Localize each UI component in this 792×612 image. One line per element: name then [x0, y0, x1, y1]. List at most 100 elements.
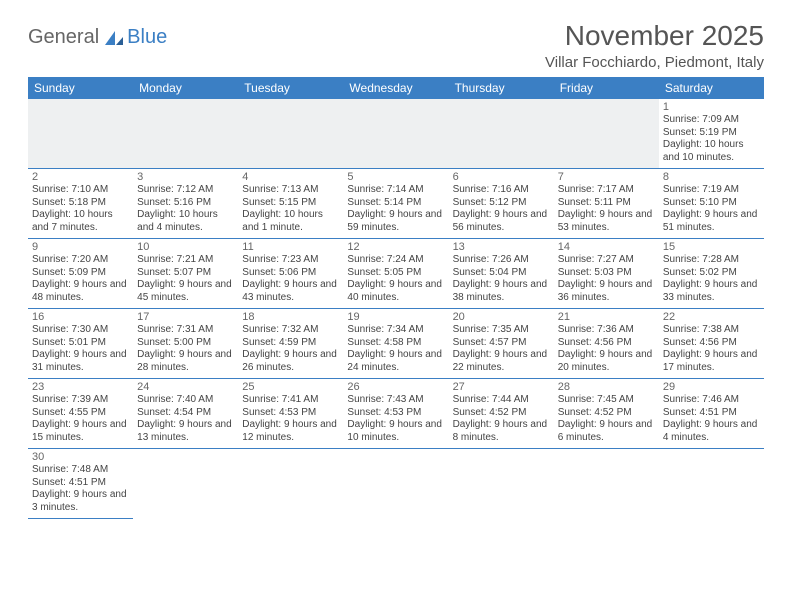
- day-sunrise: Sunrise: 7:26 AM: [453, 254, 550, 267]
- day-daylight: Daylight: 9 hours and 12 minutes.: [242, 419, 339, 444]
- day-daylight: Daylight: 9 hours and 3 minutes.: [32, 489, 129, 514]
- day-sunrise: Sunrise: 7:09 AM: [663, 114, 760, 127]
- day-sunrise: Sunrise: 7:20 AM: [32, 254, 129, 267]
- day-sunset: Sunset: 4:51 PM: [32, 477, 129, 490]
- title-block: November 2025 Villar Focchiardo, Piedmon…: [545, 20, 764, 71]
- day-sunrise: Sunrise: 7:24 AM: [347, 254, 444, 267]
- day-daylight: Daylight: 9 hours and 38 minutes.: [453, 279, 550, 304]
- day-sunset: Sunset: 5:09 PM: [32, 267, 129, 280]
- day-number: 15: [663, 241, 760, 253]
- day-number: 21: [558, 311, 655, 323]
- day-number: 13: [453, 241, 550, 253]
- weekday-header: Saturday: [659, 77, 764, 99]
- day-sunset: Sunset: 4:56 PM: [558, 337, 655, 350]
- empty-cell: [28, 99, 133, 169]
- day-cell: 17Sunrise: 7:31 AMSunset: 5:00 PMDayligh…: [133, 309, 238, 379]
- day-cell: 20Sunrise: 7:35 AMSunset: 4:57 PMDayligh…: [449, 309, 554, 379]
- day-cell: 3Sunrise: 7:12 AMSunset: 5:16 PMDaylight…: [133, 169, 238, 239]
- day-sunset: Sunset: 5:06 PM: [242, 267, 339, 280]
- day-sunrise: Sunrise: 7:13 AM: [242, 184, 339, 197]
- day-number: 18: [242, 311, 339, 323]
- day-sunrise: Sunrise: 7:36 AM: [558, 324, 655, 337]
- day-number: 28: [558, 381, 655, 393]
- day-number: 3: [137, 171, 234, 183]
- logo-text-blue: Blue: [127, 26, 167, 49]
- day-daylight: Daylight: 10 hours and 1 minute.: [242, 209, 339, 234]
- day-daylight: Daylight: 9 hours and 20 minutes.: [558, 349, 655, 374]
- day-cell: 12Sunrise: 7:24 AMSunset: 5:05 PMDayligh…: [343, 239, 448, 309]
- day-sunrise: Sunrise: 7:14 AM: [347, 184, 444, 197]
- empty-cell: [554, 449, 659, 519]
- day-daylight: Daylight: 9 hours and 40 minutes.: [347, 279, 444, 304]
- calendar-row: 1Sunrise: 7:09 AMSunset: 5:19 PMDaylight…: [28, 99, 764, 169]
- day-sunset: Sunset: 5:03 PM: [558, 267, 655, 280]
- day-sunrise: Sunrise: 7:41 AM: [242, 394, 339, 407]
- day-daylight: Daylight: 9 hours and 31 minutes.: [32, 349, 129, 374]
- weekday-header: Monday: [133, 77, 238, 99]
- day-number: 14: [558, 241, 655, 253]
- weekday-header: Thursday: [449, 77, 554, 99]
- day-daylight: Daylight: 9 hours and 59 minutes.: [347, 209, 444, 234]
- day-number: 11: [242, 241, 339, 253]
- day-daylight: Daylight: 9 hours and 36 minutes.: [558, 279, 655, 304]
- day-number: 4: [242, 171, 339, 183]
- day-number: 7: [558, 171, 655, 183]
- day-cell: 1Sunrise: 7:09 AMSunset: 5:19 PMDaylight…: [659, 99, 764, 169]
- day-daylight: Daylight: 10 hours and 4 minutes.: [137, 209, 234, 234]
- day-sunset: Sunset: 4:52 PM: [453, 407, 550, 420]
- day-number: 20: [453, 311, 550, 323]
- day-number: 8: [663, 171, 760, 183]
- day-sunrise: Sunrise: 7:27 AM: [558, 254, 655, 267]
- calendar-row: 9Sunrise: 7:20 AMSunset: 5:09 PMDaylight…: [28, 239, 764, 309]
- empty-cell: [238, 99, 343, 169]
- day-number: 22: [663, 311, 760, 323]
- day-sunset: Sunset: 4:54 PM: [137, 407, 234, 420]
- calendar-table: Sunday Monday Tuesday Wednesday Thursday…: [28, 77, 764, 519]
- day-cell: 23Sunrise: 7:39 AMSunset: 4:55 PMDayligh…: [28, 379, 133, 449]
- day-sunset: Sunset: 5:12 PM: [453, 197, 550, 210]
- day-number: 6: [453, 171, 550, 183]
- empty-cell: [449, 99, 554, 169]
- day-daylight: Daylight: 9 hours and 22 minutes.: [453, 349, 550, 374]
- day-sunrise: Sunrise: 7:10 AM: [32, 184, 129, 197]
- day-cell: 21Sunrise: 7:36 AMSunset: 4:56 PMDayligh…: [554, 309, 659, 379]
- day-number: 19: [347, 311, 444, 323]
- day-number: 27: [453, 381, 550, 393]
- empty-cell: [449, 449, 554, 519]
- day-sunset: Sunset: 5:02 PM: [663, 267, 760, 280]
- day-daylight: Daylight: 10 hours and 10 minutes.: [663, 139, 760, 164]
- day-number: 30: [32, 451, 129, 463]
- weekday-header: Friday: [554, 77, 659, 99]
- day-number: 1: [663, 101, 760, 113]
- day-cell: 30Sunrise: 7:48 AMSunset: 4:51 PMDayligh…: [28, 449, 133, 519]
- day-sunset: Sunset: 4:53 PM: [347, 407, 444, 420]
- day-sunrise: Sunrise: 7:28 AM: [663, 254, 760, 267]
- weekday-header: Wednesday: [343, 77, 448, 99]
- day-sunset: Sunset: 5:15 PM: [242, 197, 339, 210]
- day-daylight: Daylight: 9 hours and 6 minutes.: [558, 419, 655, 444]
- day-sunrise: Sunrise: 7:23 AM: [242, 254, 339, 267]
- day-daylight: Daylight: 9 hours and 13 minutes.: [137, 419, 234, 444]
- header: General Blue November 2025 Villar Focchi…: [28, 20, 764, 71]
- day-daylight: Daylight: 9 hours and 15 minutes.: [32, 419, 129, 444]
- day-sunrise: Sunrise: 7:46 AM: [663, 394, 760, 407]
- day-sunrise: Sunrise: 7:16 AM: [453, 184, 550, 197]
- day-sunrise: Sunrise: 7:39 AM: [32, 394, 129, 407]
- day-sunset: Sunset: 5:14 PM: [347, 197, 444, 210]
- day-sunrise: Sunrise: 7:45 AM: [558, 394, 655, 407]
- day-sunrise: Sunrise: 7:44 AM: [453, 394, 550, 407]
- day-cell: 29Sunrise: 7:46 AMSunset: 4:51 PMDayligh…: [659, 379, 764, 449]
- day-daylight: Daylight: 9 hours and 17 minutes.: [663, 349, 760, 374]
- day-sunset: Sunset: 5:05 PM: [347, 267, 444, 280]
- day-daylight: Daylight: 9 hours and 48 minutes.: [32, 279, 129, 304]
- weekday-header: Tuesday: [238, 77, 343, 99]
- empty-cell: [238, 449, 343, 519]
- day-daylight: Daylight: 9 hours and 53 minutes.: [558, 209, 655, 234]
- day-cell: 10Sunrise: 7:21 AMSunset: 5:07 PMDayligh…: [133, 239, 238, 309]
- day-number: 26: [347, 381, 444, 393]
- empty-cell: [133, 449, 238, 519]
- empty-cell: [659, 449, 764, 519]
- day-daylight: Daylight: 9 hours and 33 minutes.: [663, 279, 760, 304]
- day-sunrise: Sunrise: 7:17 AM: [558, 184, 655, 197]
- day-sunset: Sunset: 4:58 PM: [347, 337, 444, 350]
